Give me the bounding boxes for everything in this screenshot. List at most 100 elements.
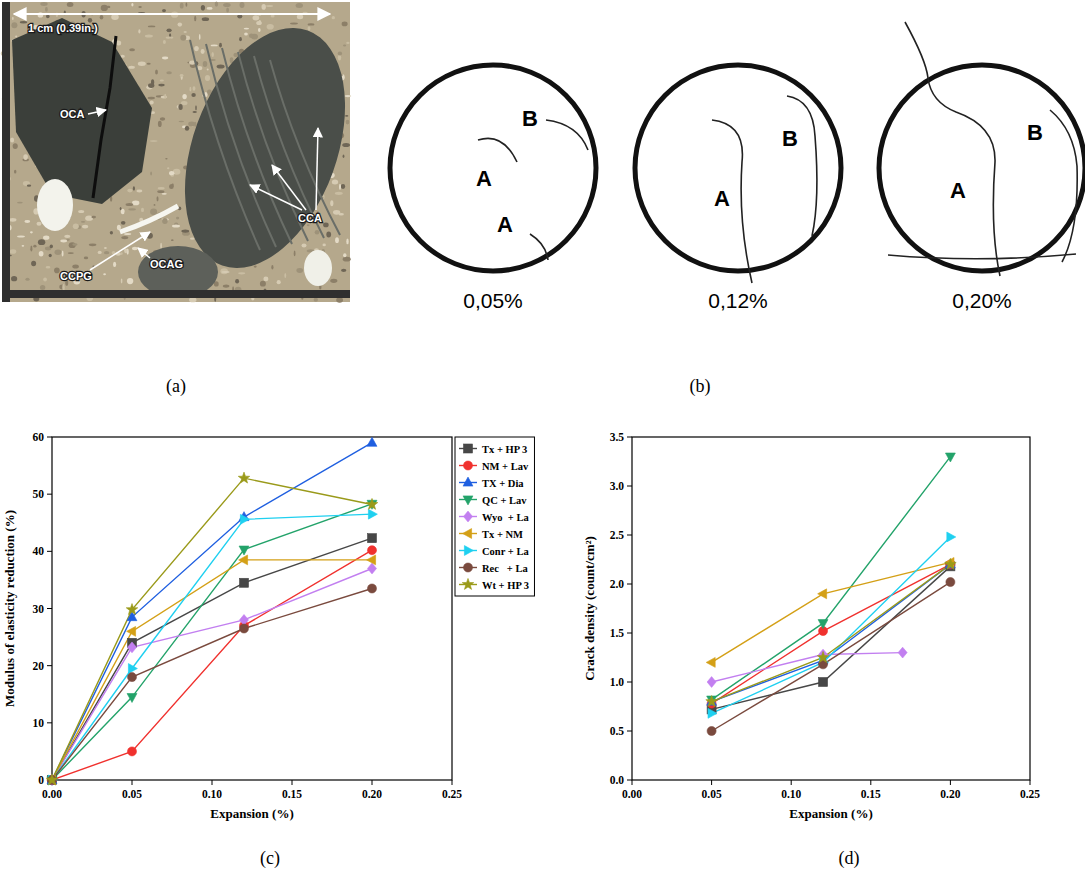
- x-tick: [452, 780, 453, 785]
- sand-grain: [100, 15, 104, 20]
- sand-grain: [184, 31, 187, 33]
- sand-grain: [166, 37, 174, 39]
- sand-grain: [178, 23, 183, 27]
- x-tick: [292, 780, 293, 785]
- sand-grain: [148, 26, 155, 28]
- sand-grain: [335, 192, 343, 195]
- crack-label: A: [497, 212, 513, 237]
- figure: 1 cm (0.39in.)OCACCACCPGOCAG(a)ABA0,05%A…: [0, 0, 1085, 871]
- crack: [478, 138, 517, 162]
- x-tick: [711, 780, 712, 785]
- y-tick-label: 20: [33, 660, 45, 672]
- legend-marker: [464, 546, 473, 556]
- sand-grain: [62, 251, 64, 257]
- sand-grain: [9, 218, 17, 222]
- void: [37, 179, 73, 231]
- crack: [546, 120, 588, 150]
- y-axis-title: Modulus of elasticity reduction (%): [2, 510, 17, 707]
- sand-grain: [162, 9, 166, 12]
- series-line: [52, 568, 372, 780]
- sand-grain: [180, 3, 184, 9]
- sand-grain: [302, 244, 307, 248]
- legend-label: Tx + HP 3: [482, 444, 527, 455]
- sand-grain: [267, 24, 274, 30]
- pointer: [88, 110, 106, 114]
- sand-grain: [162, 193, 167, 195]
- legend-label: Conr + La: [482, 546, 529, 557]
- data-point: [46, 774, 58, 785]
- sand-grain: [164, 94, 166, 99]
- series-line: [712, 537, 951, 713]
- data-point: [127, 626, 136, 636]
- crack-label: B: [1027, 120, 1043, 145]
- data-point: [128, 747, 137, 756]
- data-point: [128, 664, 137, 674]
- stage-label: 0,05%: [463, 289, 523, 312]
- sand-grain: [121, 252, 123, 255]
- y-tick: [627, 535, 632, 536]
- photo-panel: 1 cm (0.39in.)OCACCACCPGOCAG: [1, 1, 376, 302]
- pointer: [316, 128, 318, 210]
- data-point: [707, 727, 716, 736]
- y-tick: [627, 584, 632, 585]
- sand-grain: [157, 196, 159, 201]
- sand-grain: [121, 209, 125, 215]
- sand-grain: [132, 247, 138, 250]
- sand-grain: [39, 251, 44, 257]
- sand-grain: [182, 94, 186, 99]
- data-point: [945, 558, 957, 569]
- crack-label: B: [522, 106, 538, 131]
- x-tick-label: 0.10: [781, 788, 801, 800]
- x-tick-label: 0.15: [282, 788, 302, 800]
- sand-grain: [180, 35, 186, 41]
- crack: [93, 36, 116, 198]
- sand-grain: [239, 37, 242, 41]
- y-tick: [47, 608, 52, 609]
- sand-grain: [106, 6, 110, 8]
- sand-grain: [131, 3, 133, 7]
- sand-grain: [339, 184, 341, 190]
- sand-grain: [158, 84, 164, 87]
- y-tick: [627, 633, 632, 634]
- sand-grain: [332, 180, 338, 185]
- sand-grain: [244, 33, 248, 36]
- y-tick-label: 10: [33, 717, 45, 729]
- stripe: [222, 48, 292, 244]
- sand-grain: [50, 245, 53, 249]
- sand-grain: [215, 1, 218, 6]
- sand-grain: [343, 257, 351, 262]
- sand-grain: [121, 279, 123, 284]
- y-tick: [627, 437, 632, 438]
- sand-grain: [190, 87, 192, 92]
- stripe: [190, 40, 260, 250]
- series-line: [712, 457, 951, 700]
- series-line: [52, 550, 372, 780]
- sand-grain: [91, 216, 96, 219]
- sand-grain: [127, 278, 133, 284]
- sand-grain: [207, 7, 213, 10]
- y-tick: [627, 486, 632, 487]
- y-tick-label: 3.0: [610, 480, 625, 492]
- sand-grain: [22, 245, 25, 247]
- y-tick-label: 1.0: [610, 676, 625, 688]
- sand-grain: [121, 221, 126, 225]
- sand-grain: [219, 43, 222, 48]
- sand-grain: [15, 35, 17, 37]
- stage-label: 0,12%: [708, 289, 768, 312]
- diagram-panel: ABA0,05%AB0,12%AB0,20%: [390, 22, 1085, 312]
- label: OCA: [60, 108, 85, 120]
- sand-grain: [330, 279, 337, 283]
- data-point: [368, 546, 377, 555]
- sand-grain: [126, 203, 134, 206]
- panel-caption: (a): [166, 376, 186, 397]
- series-line: [52, 588, 372, 780]
- sand-grain: [169, 171, 174, 175]
- data-point: [368, 584, 377, 593]
- crack-label: A: [714, 186, 730, 211]
- legend-label: Tx + NM: [482, 529, 523, 540]
- x-tick-label: 0.05: [122, 788, 142, 800]
- sand-grain: [342, 143, 350, 147]
- crack: [530, 234, 548, 260]
- markers: [706, 453, 956, 736]
- chart-panel: 0.000.050.100.150.200.250102030405060Exp…: [2, 431, 534, 821]
